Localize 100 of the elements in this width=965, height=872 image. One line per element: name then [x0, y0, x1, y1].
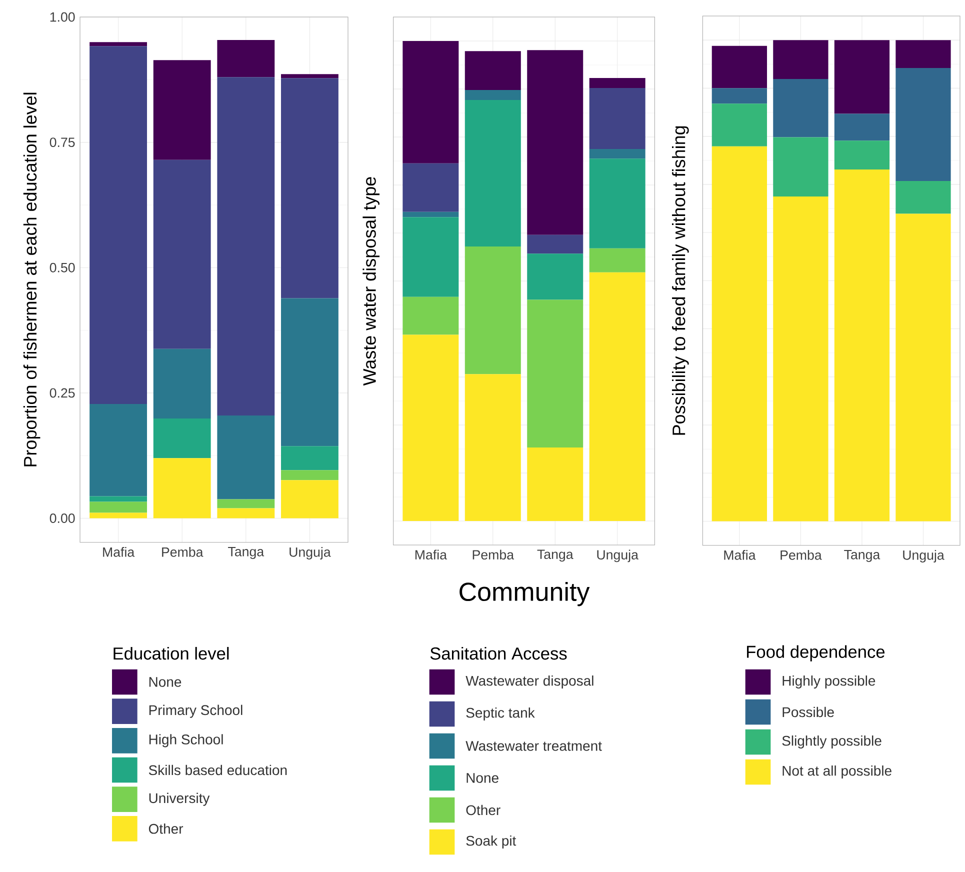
bar [402, 334, 459, 521]
bar [712, 104, 767, 146]
bar [464, 51, 521, 90]
bar [281, 480, 338, 518]
y-tick-label: 0.50 [50, 262, 75, 272]
bar [712, 46, 767, 88]
x-tick-label: Mafia [724, 550, 756, 560]
bar [896, 214, 951, 522]
bar [281, 298, 338, 446]
y-tick-label: 0.00 [50, 514, 75, 523]
bar [527, 448, 584, 521]
legend-label: University [149, 792, 210, 806]
bar [402, 217, 459, 297]
bar [527, 300, 584, 448]
bar [589, 248, 646, 272]
y-tick-label: 1.00 [50, 12, 75, 22]
legend-title: Education level [114, 646, 229, 660]
x-tick-label: Tanga [537, 550, 574, 562]
bar [834, 114, 890, 141]
bar [90, 496, 147, 502]
bar [281, 74, 338, 78]
bar [589, 78, 646, 88]
bar [402, 41, 459, 164]
bar [896, 68, 951, 182]
legend-label: Possible [782, 706, 834, 718]
legend-label: Septic tank [466, 707, 535, 721]
bar [90, 404, 147, 496]
bar [773, 40, 828, 80]
x-tick-label: Mafia [415, 550, 447, 560]
bar [217, 40, 275, 78]
legend-label: Skills based education [148, 764, 287, 776]
bar [834, 40, 890, 114]
x-tick-label: Tanga [844, 550, 880, 562]
legend-label: Wastewater disposal [466, 675, 594, 689]
bar [527, 50, 584, 235]
bar [773, 79, 828, 138]
bar [90, 42, 147, 46]
legend-label: High School [149, 734, 223, 748]
x-tick-label: Tanga [228, 547, 264, 559]
bar [153, 458, 211, 518]
x-tick-label: Unguja [290, 547, 331, 560]
bar [589, 88, 646, 149]
bar [773, 196, 828, 522]
bar [90, 502, 147, 513]
bar [153, 60, 211, 160]
legend-title: Food dependence [747, 645, 885, 662]
legend-title: Sanitation Access [430, 646, 567, 660]
bar [464, 90, 521, 100]
bar [527, 254, 584, 300]
bar [527, 234, 584, 254]
legend-label: Slightly possible [782, 735, 882, 749]
bar [589, 158, 646, 248]
x-tick-label: Pemba [472, 550, 514, 560]
x-tick-label: Mafia [103, 547, 135, 557]
legend-label: Highly possible [782, 675, 876, 689]
bar [281, 446, 338, 470]
legend-label: Primary School [149, 704, 242, 718]
legend-label: Wastewater treatment [466, 741, 602, 751]
x-tick-label: Unguja [903, 550, 944, 562]
legend-label: Not at all possible [782, 765, 892, 779]
bar [281, 470, 338, 480]
bar [773, 137, 828, 196]
bar [834, 140, 890, 170]
y-tick-label: 0.75 [50, 138, 75, 148]
x-tick-label: Pemba [780, 550, 822, 560]
legend-label: None [466, 773, 498, 783]
bar [153, 348, 211, 419]
y-axis-title: Waste water disposal type [362, 177, 380, 386]
y-axis-title: Proportion of fishermen at each education level [23, 92, 40, 466]
bar [402, 212, 459, 218]
bar [90, 46, 147, 404]
y-axis-title: Possibility to feed family without fishing [672, 126, 689, 435]
legend-label: Other [466, 804, 500, 816]
x-tick-label: Pemba [162, 547, 204, 557]
x-axis-title: Community [460, 582, 590, 606]
bar [834, 170, 890, 522]
x-tick-label: Unguja [597, 550, 638, 562]
bar [217, 508, 275, 518]
bar [464, 100, 521, 246]
bar [281, 78, 338, 298]
bar [217, 416, 275, 500]
bar [464, 246, 521, 374]
bar [402, 163, 459, 212]
bar [589, 149, 646, 159]
bar [402, 296, 459, 335]
bar [896, 40, 951, 68]
y-tick-label: 0.25 [50, 388, 75, 398]
bar [217, 499, 275, 508]
bar [712, 88, 767, 104]
bar [589, 272, 646, 521]
bar [217, 77, 275, 416]
bar [153, 160, 211, 349]
bar [153, 418, 211, 458]
bar [712, 146, 767, 522]
legend-label: None [149, 677, 182, 687]
legend-label: Soak pit [466, 835, 516, 849]
bar [464, 374, 521, 521]
legend-label: Other [148, 824, 184, 834]
bar [896, 181, 951, 214]
bar [90, 512, 147, 518]
